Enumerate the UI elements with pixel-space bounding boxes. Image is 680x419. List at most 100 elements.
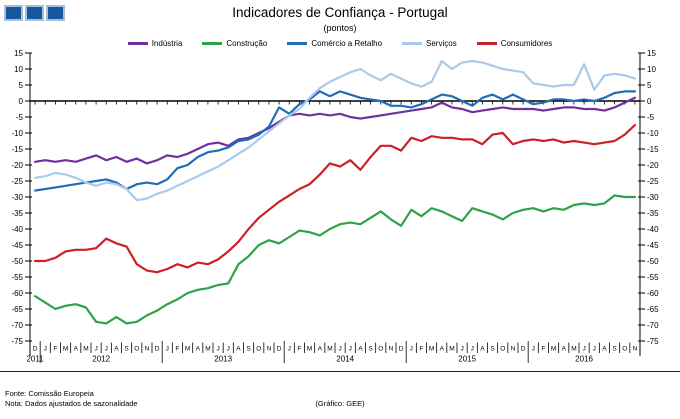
svg-text:O: O — [256, 346, 261, 353]
legend-swatch — [402, 42, 423, 45]
svg-text:-40: -40 — [11, 225, 23, 234]
svg-text:2011: 2011 — [26, 355, 44, 364]
svg-text:O: O — [134, 346, 139, 353]
svg-text:-35: -35 — [647, 209, 659, 218]
legend-swatch — [287, 42, 308, 45]
svg-text:N: N — [267, 346, 272, 353]
svg-text:M: M — [205, 346, 210, 353]
footer-credit: (Gráfico: GEE) — [315, 399, 365, 408]
svg-text:A: A — [480, 346, 485, 353]
svg-text:O: O — [378, 346, 383, 353]
svg-text:A: A — [358, 346, 363, 353]
svg-text:N: N — [511, 346, 516, 353]
svg-text:-55: -55 — [11, 273, 23, 282]
svg-text:J: J — [227, 346, 230, 353]
svg-text:-20: -20 — [11, 161, 23, 170]
svg-text:-70: -70 — [647, 321, 659, 330]
svg-text:-10: -10 — [647, 129, 659, 138]
svg-text:J: J — [460, 346, 463, 353]
svg-text:2015: 2015 — [458, 355, 476, 364]
footer-divider — [0, 371, 680, 372]
svg-text:J: J — [349, 346, 352, 353]
svg-text:A: A — [114, 346, 119, 353]
svg-text:2012: 2012 — [92, 355, 110, 364]
svg-text:-70: -70 — [11, 321, 23, 330]
svg-text:S: S — [246, 346, 251, 353]
svg-text:5: 5 — [647, 81, 652, 90]
svg-text:F: F — [175, 346, 179, 353]
svg-text:-25: -25 — [11, 177, 23, 186]
svg-text:0: 0 — [647, 97, 652, 106]
svg-text:10: 10 — [647, 65, 656, 74]
legend-item-construcao: Construção — [202, 39, 267, 48]
legend-label: Comércio a Retalho — [311, 39, 383, 48]
logo-square — [25, 5, 44, 21]
svg-text:S: S — [612, 346, 617, 353]
svg-text:-65: -65 — [11, 305, 23, 314]
svg-text:F: F — [419, 346, 423, 353]
legend-item-comercio-a-retalho: Comércio a Retalho — [287, 39, 382, 48]
svg-text:S: S — [490, 346, 495, 353]
svg-text:O: O — [500, 346, 505, 353]
svg-text:15: 15 — [647, 49, 656, 58]
svg-text:A: A — [74, 346, 79, 353]
svg-text:15: 15 — [14, 49, 23, 58]
chart-subtitle: (pontos) — [323, 23, 357, 33]
svg-text:F: F — [541, 346, 545, 353]
svg-text:J: J — [94, 346, 97, 353]
svg-text:M: M — [551, 346, 556, 353]
svg-text:2013: 2013 — [214, 355, 232, 364]
svg-text:0: 0 — [19, 97, 24, 106]
legend-label: Construção — [226, 39, 268, 48]
logo-square — [4, 5, 23, 21]
svg-text:M: M — [449, 346, 454, 353]
axes — [25, 52, 645, 363]
page-title: Indicadores de Confiança - Portugal — [232, 5, 448, 20]
legend-item-servicos: Serviços — [402, 39, 457, 48]
legend-swatch — [476, 42, 497, 45]
series-servicos — [33, 59, 637, 202]
svg-text:D: D — [155, 346, 160, 353]
legend-swatch — [202, 42, 223, 45]
svg-text:J: J — [166, 346, 169, 353]
svg-text:J: J — [410, 346, 413, 353]
svg-text:-20: -20 — [647, 161, 659, 170]
svg-text:-75: -75 — [647, 337, 659, 346]
svg-text:5: 5 — [19, 81, 24, 90]
svg-text:-75: -75 — [11, 337, 23, 346]
svg-text:D: D — [521, 346, 526, 353]
svg-text:-60: -60 — [11, 289, 23, 298]
svg-text:M: M — [327, 346, 332, 353]
svg-text:-30: -30 — [647, 193, 659, 202]
svg-text:2016: 2016 — [575, 355, 593, 364]
svg-text:A: A — [236, 346, 241, 353]
svg-text:J: J — [338, 346, 341, 353]
series-construcao — [33, 194, 637, 325]
svg-text:N: N — [145, 346, 150, 353]
svg-text:M: M — [429, 346, 434, 353]
svg-text:J: J — [471, 346, 474, 353]
svg-text:M: M — [571, 346, 576, 353]
svg-text:M: M — [83, 346, 88, 353]
svg-text:A: A — [196, 346, 201, 353]
svg-text:-50: -50 — [11, 257, 23, 266]
svg-text:F: F — [53, 346, 57, 353]
legend-label: Serviços — [426, 39, 457, 48]
svg-text:-55: -55 — [647, 273, 659, 282]
svg-text:D: D — [33, 346, 38, 353]
svg-text:J: J — [288, 346, 291, 353]
legend-label: Indústria — [151, 39, 183, 48]
svg-text:A: A — [318, 346, 323, 353]
svg-text:-35: -35 — [11, 209, 23, 218]
svg-text:D: D — [277, 346, 282, 353]
series-consumidores — [33, 123, 637, 274]
svg-text:-45: -45 — [11, 241, 23, 250]
svg-text:-25: -25 — [647, 177, 659, 186]
svg-text:-5: -5 — [647, 113, 655, 122]
svg-text:-45: -45 — [647, 241, 659, 250]
svg-text:D: D — [399, 346, 404, 353]
svg-text:-15: -15 — [647, 145, 659, 154]
svg-text:J: J — [44, 346, 47, 353]
svg-text:M: M — [307, 346, 312, 353]
